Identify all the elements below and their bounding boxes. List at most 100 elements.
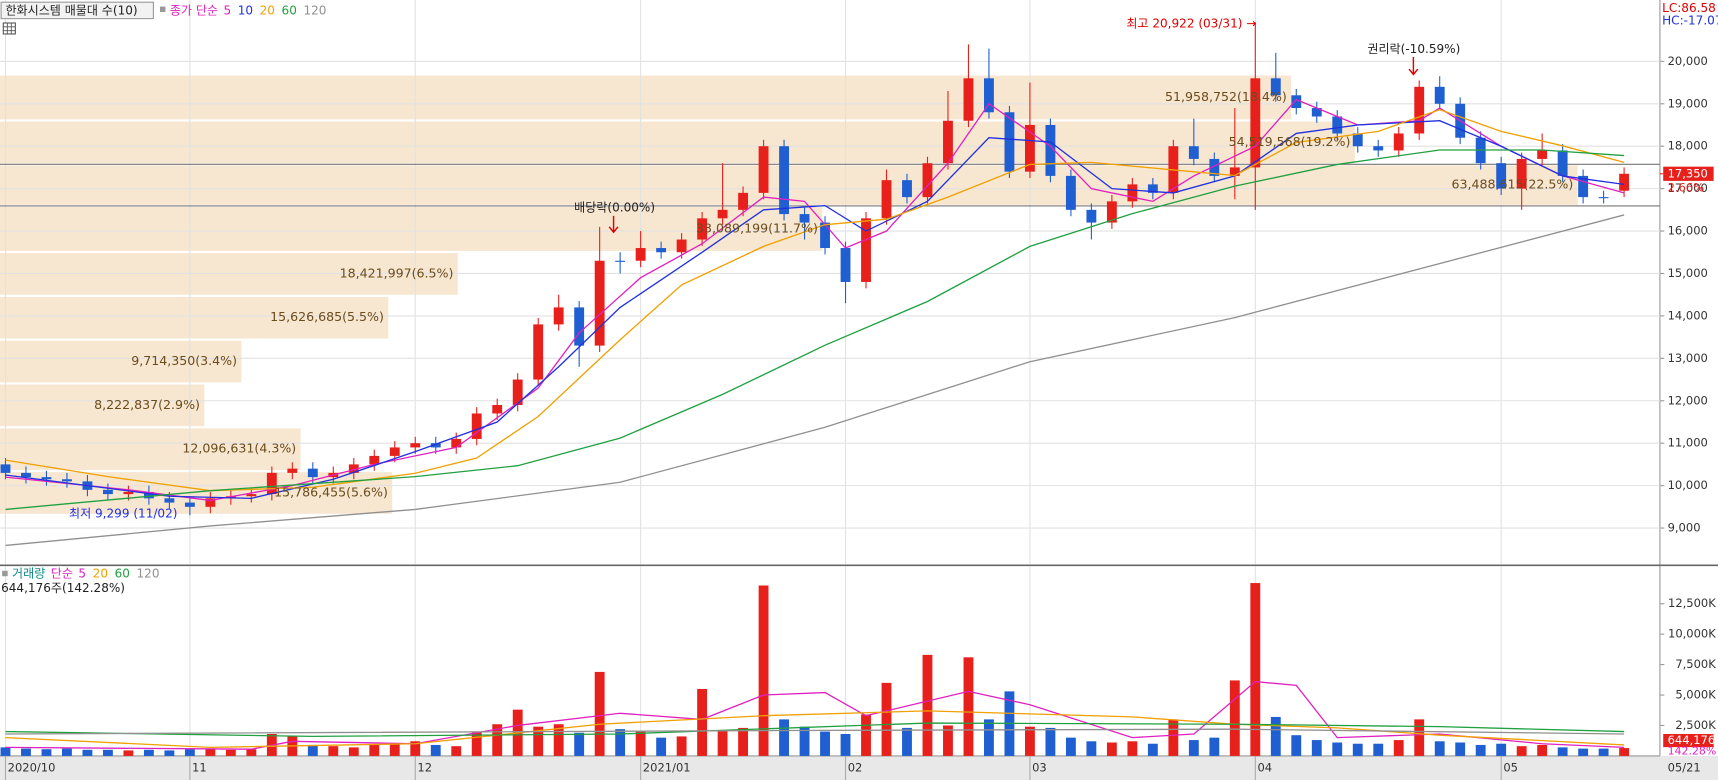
legend-item: 5 — [223, 3, 231, 17]
volume-bar — [635, 731, 646, 756]
volume-bar — [1065, 737, 1076, 756]
y2-tick-label: 5,000K — [1675, 688, 1716, 702]
candle-body — [1106, 201, 1117, 223]
candle-body — [697, 218, 708, 240]
volume-bar — [451, 746, 462, 756]
candle-body — [799, 214, 810, 223]
change-label: 2.66% — [1668, 181, 1705, 195]
y-tick-label: 17,000 — [1668, 181, 1708, 195]
volume-bar — [881, 682, 892, 756]
volume-bar — [943, 725, 953, 756]
candle-body — [881, 180, 892, 219]
volume-bar — [164, 750, 175, 756]
x-tick-label: 2021/01 — [643, 760, 691, 774]
profile-label: 51,958,752(18.4%) — [1165, 89, 1287, 104]
y-tick-label: 11,000 — [1668, 436, 1708, 450]
candle-body — [1291, 95, 1302, 109]
volume-bar — [758, 585, 769, 756]
hc-label: HC:-17.07 — [1662, 13, 1718, 27]
profile-bar — [0, 75, 1292, 120]
legend-item: 20 — [93, 567, 108, 581]
grid-icon[interactable] — [2, 22, 16, 35]
last-volume-box — [1663, 733, 1714, 748]
y-tick-label: 12,000 — [1668, 393, 1708, 407]
volume-bar — [471, 731, 482, 756]
candle-body — [656, 248, 667, 253]
ma-line — [5, 108, 1625, 492]
candle-body — [471, 413, 482, 439]
volume-bar — [1250, 583, 1261, 756]
volume-bar — [922, 654, 933, 756]
ma-line — [5, 728, 1625, 735]
volume-bar — [41, 749, 52, 756]
y-tick-label: 13,000 — [1668, 351, 1708, 365]
profile-label: 33,089,199(11.7%) — [696, 220, 818, 235]
volume-bar — [574, 732, 585, 756]
candle-body — [1516, 158, 1527, 189]
profile-bar — [0, 296, 389, 339]
volume-bar — [1209, 737, 1220, 756]
candle-body — [1414, 86, 1425, 134]
y-tick-label: 9,000 — [1668, 521, 1701, 535]
legend-swatch — [2, 570, 8, 577]
volume-bar — [840, 733, 851, 756]
volume-bar — [1537, 744, 1548, 756]
volume-bar — [1557, 747, 1568, 756]
x-tick-label: 2020/10 — [8, 760, 56, 774]
last-price-label: 17,350 — [1668, 166, 1708, 180]
profile-label: 18,421,997(6.5%) — [340, 265, 454, 280]
candle-body — [594, 260, 605, 346]
volume-bar — [143, 749, 154, 756]
volume-bar — [697, 688, 708, 756]
candle-body — [41, 477, 52, 480]
profile-label: 63,488,615(22.5%) — [1451, 177, 1573, 192]
volume-bar — [779, 719, 789, 756]
profile-label: 15,786,455(5.6%) — [274, 484, 388, 499]
grid-icon-lines — [3, 23, 16, 34]
profile-bar — [0, 472, 393, 514]
legend-prefix: 단순 — [51, 567, 73, 581]
candle-body — [820, 222, 830, 249]
legend-label: 거래량 — [12, 567, 45, 581]
candle-body — [574, 307, 585, 346]
candle-body — [246, 494, 257, 497]
ma-line — [5, 722, 1625, 738]
candle-body — [143, 491, 154, 499]
y-tick-label: 16,000 — [1668, 224, 1708, 238]
volume-bar — [410, 741, 421, 756]
volume-bar — [1496, 743, 1507, 756]
volume-bar — [656, 737, 667, 756]
volume-bar — [1455, 742, 1466, 756]
volume-bar — [984, 719, 994, 756]
candle-body — [1537, 150, 1548, 159]
y2-tick-label: 7,500K — [1675, 657, 1716, 671]
volume-bar — [1393, 740, 1404, 756]
legend-item: 20 — [260, 3, 275, 17]
volume-bar — [1414, 719, 1425, 756]
volume-bar — [1434, 741, 1445, 756]
volume-bar — [1332, 742, 1343, 756]
candle-body — [861, 218, 871, 282]
volume-bar — [492, 724, 503, 756]
volume-bar — [533, 726, 544, 756]
volume-bar — [225, 749, 236, 756]
candle-body — [1434, 86, 1445, 104]
candle-body — [184, 502, 195, 507]
volume-bar — [21, 748, 31, 756]
candle-body — [348, 464, 359, 473]
title-box — [0, 1, 154, 20]
annotation-high: 최고 20,922 (03/31) → — [1126, 17, 1256, 31]
volume-bar — [102, 749, 113, 756]
volume-info: 644,176주(142.28%) — [1, 581, 125, 595]
volume-bar — [1188, 740, 1199, 756]
candle-body — [266, 472, 277, 495]
x-tick-label: 03 — [1032, 760, 1047, 774]
profile-label: 12,096,631(4.3%) — [182, 441, 296, 456]
annotation-dividend: 배당락(0.00%) — [574, 201, 655, 215]
volume-bar — [123, 750, 134, 756]
candle-body — [1393, 133, 1404, 151]
candle-body — [1578, 175, 1589, 198]
volume-bar — [82, 749, 93, 756]
volume-bar — [1516, 746, 1527, 756]
